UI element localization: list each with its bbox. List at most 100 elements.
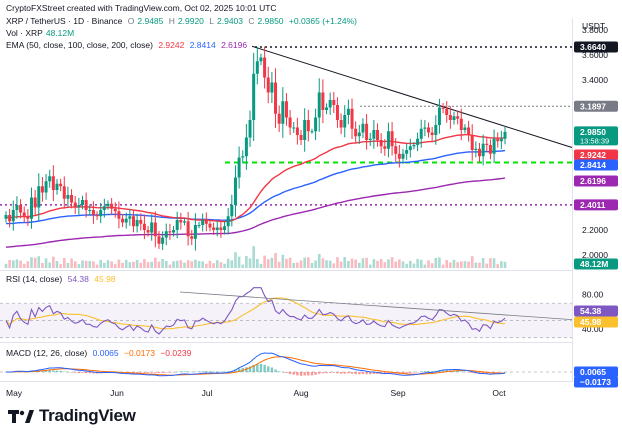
candle-body xyxy=(368,138,372,140)
candle-body xyxy=(88,210,92,211)
candle-body xyxy=(372,130,376,139)
macd-histogram-bar xyxy=(63,371,66,373)
volume-bar xyxy=(179,260,183,268)
tradingview-logo[interactable]: TradingView xyxy=(8,406,136,426)
volume-bar xyxy=(164,261,168,268)
macd-histogram-bar xyxy=(354,372,357,375)
candle-body xyxy=(142,223,146,230)
volume-bar xyxy=(77,264,81,268)
candle-body xyxy=(499,138,503,142)
candle-body xyxy=(503,131,507,139)
candle-body xyxy=(11,210,15,222)
candle-body xyxy=(474,148,478,150)
volume-bar xyxy=(237,256,241,268)
rsi-scale-label: 40.00 xyxy=(582,324,604,334)
candle-body xyxy=(343,115,347,128)
volume-bar xyxy=(26,261,30,268)
volume-bar xyxy=(492,258,496,268)
macd-histogram-bar xyxy=(154,372,157,373)
volume-bar xyxy=(456,262,459,268)
volume-bar xyxy=(445,260,449,268)
volume-bar xyxy=(175,260,179,268)
volume-bar xyxy=(121,262,124,268)
macd-histogram-bar xyxy=(208,371,212,372)
volume-bar xyxy=(459,261,463,268)
candle-body xyxy=(190,236,194,239)
volume-bar xyxy=(438,257,441,268)
rsi-label[interactable]: RSI (14, close) xyxy=(6,274,63,284)
candle-body xyxy=(131,216,135,227)
open-value: 2.9485 xyxy=(137,16,164,26)
candle-body xyxy=(80,200,84,205)
candle-body xyxy=(150,222,154,233)
volume-bar xyxy=(168,264,172,268)
candle-body xyxy=(215,227,219,230)
volume-bar xyxy=(430,263,434,268)
candle-body xyxy=(365,123,369,140)
volume-bar xyxy=(252,246,255,268)
candle-body xyxy=(405,150,409,154)
volume-bar xyxy=(503,261,507,268)
countdown-label: 13:58:39 xyxy=(580,136,609,145)
volume-bar xyxy=(368,264,372,268)
candle-body xyxy=(434,125,438,135)
candle-body xyxy=(161,237,165,244)
candle-body xyxy=(29,197,33,219)
volume-bar xyxy=(296,262,299,268)
volume-bar xyxy=(288,257,292,268)
candle-body xyxy=(386,131,390,149)
volume-bar xyxy=(110,261,113,268)
macd-histogram-bar xyxy=(456,370,459,372)
macd-header: MACD (12, 26, close) 0.0065 −0.0173 −0.0… xyxy=(6,348,194,359)
volume-header: Vol · XRP 48.12M xyxy=(6,28,77,39)
price-tag-label: 2.8414 xyxy=(580,160,606,170)
volume-bar xyxy=(8,260,11,268)
candle-body xyxy=(317,92,321,118)
volume-bar xyxy=(343,257,347,268)
macd-histogram-bar xyxy=(460,371,463,372)
volume-bar xyxy=(19,260,22,268)
candle-body xyxy=(135,220,139,227)
candle-body xyxy=(201,220,205,225)
symbol-label[interactable]: XRP / TetherUS · 1D · Binance xyxy=(6,16,123,26)
volume-bar xyxy=(161,259,164,268)
macd-histogram-bar xyxy=(471,372,474,374)
macd-histogram-bar xyxy=(55,370,59,372)
candle-body xyxy=(445,108,449,115)
macd-histogram-bar xyxy=(467,372,470,373)
macd-histogram-bar xyxy=(70,372,73,373)
candle-body xyxy=(51,176,55,190)
candle-body xyxy=(153,222,157,237)
volume-bar xyxy=(201,261,204,268)
candle-body xyxy=(292,127,296,129)
candle-body xyxy=(33,197,37,208)
volume-bar xyxy=(299,260,303,268)
candle-body xyxy=(408,146,412,150)
macd-histogram-bar xyxy=(303,372,306,376)
macd-histogram-bar xyxy=(405,372,408,374)
volume-bar xyxy=(219,262,223,268)
price-tag-label: 2.4011 xyxy=(580,200,606,210)
macd-histogram-bar xyxy=(347,372,350,374)
macd-histogram-bar xyxy=(59,370,62,372)
macd-histogram-bar xyxy=(234,369,237,372)
macd-histogram-bar xyxy=(132,372,135,373)
macd-histogram-bar xyxy=(503,371,507,373)
macd-label[interactable]: MACD (12, 26, close) xyxy=(6,348,88,358)
macd-histogram-bar xyxy=(274,369,277,372)
macd-histogram-bar xyxy=(256,364,259,372)
volume-bar xyxy=(398,259,401,268)
volume-label[interactable]: Vol · XRP xyxy=(6,28,43,38)
price-tag xyxy=(574,258,618,270)
macd-histogram-bar xyxy=(332,372,336,373)
price-scale-label: 3.8000 xyxy=(582,25,608,35)
candle-body xyxy=(164,231,168,238)
candle-body xyxy=(354,128,358,137)
macd-histogram-bar xyxy=(41,370,44,372)
volume-bar xyxy=(423,264,427,268)
volume-bar xyxy=(339,261,343,268)
candle-body xyxy=(106,203,110,207)
ema-label[interactable]: EMA (50, close, 100, close, 200, close) xyxy=(6,40,153,50)
